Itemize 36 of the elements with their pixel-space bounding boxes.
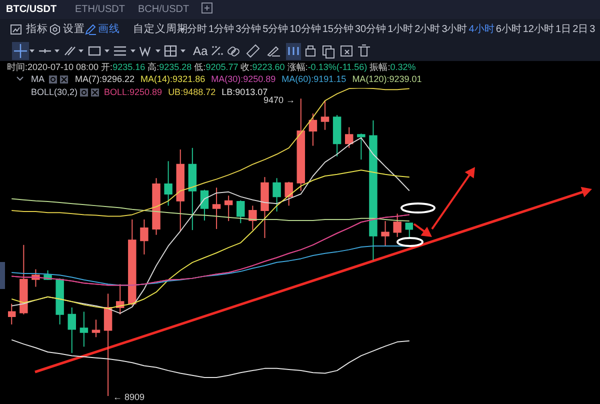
text: BOLL(30,2) [31, 87, 78, 98]
text: 15分钟 [322, 23, 354, 36]
text: 2小时 [414, 23, 440, 36]
text: 指标 [26, 23, 48, 36]
text: MA [31, 74, 44, 85]
text: MA(14):9321.86 [140, 74, 206, 85]
text: 4小时 [468, 23, 494, 36]
text: 12小时 [522, 23, 554, 36]
text: BTC/USDT [6, 3, 57, 16]
text: 5分钟 [262, 23, 288, 36]
annotation: 9470 → [263, 95, 295, 107]
text: 10分钟 [290, 23, 321, 36]
text: UB:9488.72 [168, 87, 216, 98]
text: 30分钟 [354, 23, 386, 36]
text: 1日 [556, 23, 572, 36]
text: 3小时 [442, 23, 468, 36]
text: BCH/USDT [138, 3, 190, 16]
text: MA(7):9296.22 [75, 74, 135, 85]
text: ETH/USDT [75, 3, 125, 16]
text: 6小时 [496, 23, 522, 36]
text: 1小时 [388, 23, 414, 36]
text: BOLL:9250.89 [104, 87, 162, 98]
text: 设置 [63, 23, 85, 36]
annotation: ← 8909 [113, 391, 145, 404]
text: 1分钟 [208, 23, 234, 36]
text: 2日 [572, 23, 588, 36]
text: 3分钟 [236, 23, 262, 36]
text: MA(60):9191.15 [282, 74, 346, 85]
text: MA(120):9239.01 [352, 74, 422, 85]
text: 时间:2020-07-10 08:00 开:9235.16 高:9235.28 低:9205.77 收:9223.60 涨幅:-0.13%(-11.56) 振幅:0.32% [7, 62, 416, 72]
text: 3 [590, 23, 596, 36]
text: Aa [193, 44, 208, 58]
text: MA(30):9250.89 [211, 74, 276, 85]
text: LB:9013.07 [222, 87, 268, 97]
text: 画线 [98, 23, 120, 36]
text: 分时 [187, 23, 207, 36]
